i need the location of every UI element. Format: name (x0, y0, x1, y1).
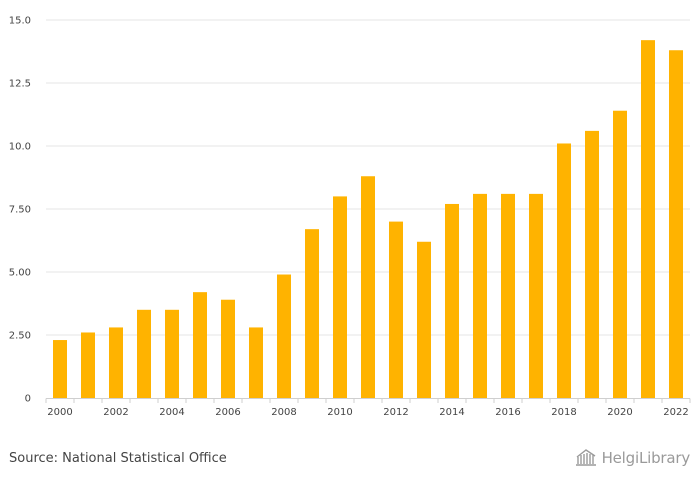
bar-2007[interactable] (249, 327, 263, 398)
bar-2001[interactable] (81, 332, 95, 398)
bar-2013[interactable] (417, 241, 431, 398)
y-tick-label: 5.00 (9, 268, 31, 279)
y-axis-labels: 0 2.50 5.00 7.50 10.0 12.5 15.0 (9, 16, 31, 405)
bar-2003[interactable] (137, 309, 151, 398)
bar-2022[interactable] (669, 50, 683, 399)
brand-name: HelgiLibrary (601, 449, 691, 467)
x-tick-label: 2020 (607, 407, 632, 418)
bar-2010[interactable] (333, 196, 347, 398)
x-tick-label: 2012 (383, 407, 408, 418)
y-tick-label: 12.5 (9, 79, 31, 90)
x-tick-label: 2022 (663, 407, 688, 418)
x-tick-label: 2010 (327, 407, 352, 418)
chart-area: 0 2.50 5.00 7.50 10.0 12.5 15.0 2000 2002 2004 200… (9, 16, 691, 418)
bar-2015[interactable] (473, 193, 487, 398)
bar-2014[interactable] (445, 203, 459, 398)
x-axis-labels: 2000 2002 2004 2006 2008 2010 2012 2014 2016 2018… (47, 407, 688, 418)
brand-logo[interactable]: HelgiLibrary (574, 449, 690, 467)
bar-2009[interactable] (305, 229, 319, 398)
x-tick-label: 2000 (47, 407, 72, 418)
bar-2020[interactable] (613, 110, 627, 398)
x-tick-label: 2008 (271, 407, 296, 418)
x-axis-ticks (45, 398, 691, 403)
bar-2006[interactable] (221, 299, 235, 398)
bar-2011[interactable] (361, 176, 375, 398)
bar-2016[interactable] (501, 193, 515, 398)
y-tick-label: 10.0 (9, 142, 31, 153)
bars (53, 40, 683, 399)
x-tick-label: 2004 (159, 407, 184, 418)
bar-2004[interactable] (165, 309, 179, 398)
chart-footer: Source: National Statistical Office Helg… (0, 440, 700, 484)
bar-2008[interactable] (277, 274, 291, 398)
y-tick-label: 0 (25, 394, 31, 405)
x-tick-label: 2018 (551, 407, 576, 418)
x-tick-label: 2006 (215, 407, 240, 418)
bar-2019[interactable] (585, 130, 599, 398)
source-note: Source: National Statistical Office (9, 451, 227, 466)
x-tick-label: 2016 (495, 407, 520, 418)
bar-2021[interactable] (641, 40, 655, 398)
bar-2000[interactable] (53, 340, 67, 398)
y-tick-label: 7.50 (9, 205, 31, 216)
y-tick-label: 15.0 (9, 16, 31, 27)
bar-2018[interactable] (557, 143, 571, 398)
x-tick-label: 2002 (103, 407, 128, 418)
bar-2005[interactable] (193, 292, 207, 398)
bar-2017[interactable] (529, 193, 543, 398)
library-building-icon (575, 449, 596, 466)
x-tick-label: 2014 (439, 407, 464, 418)
bar-2002[interactable] (109, 327, 123, 398)
bar-2012[interactable] (389, 221, 403, 398)
y-tick-label: 2.50 (9, 331, 31, 342)
